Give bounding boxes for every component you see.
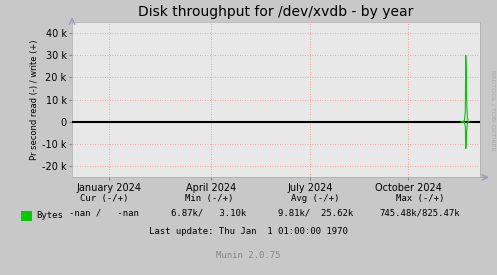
Title: Disk throughput for /dev/xvdb - by year: Disk throughput for /dev/xvdb - by year <box>138 6 414 20</box>
Text: Min (-/+): Min (-/+) <box>184 194 233 203</box>
Y-axis label: Pr second read (-) / write (+): Pr second read (-) / write (+) <box>30 39 39 160</box>
Text: Last update: Thu Jan  1 01:00:00 1970: Last update: Thu Jan 1 01:00:00 1970 <box>149 227 348 236</box>
Text: Munin 2.0.75: Munin 2.0.75 <box>216 251 281 260</box>
Text: Bytes: Bytes <box>36 211 63 220</box>
Text: 6.87k/   3.10k: 6.87k/ 3.10k <box>171 209 247 218</box>
Text: -nan /   -nan: -nan / -nan <box>70 209 139 218</box>
Text: 745.48k/825.47k: 745.48k/825.47k <box>380 209 460 218</box>
Text: Cur (-/+): Cur (-/+) <box>80 194 129 203</box>
Text: 9.81k/  25.62k: 9.81k/ 25.62k <box>278 209 353 218</box>
Text: Max (-/+): Max (-/+) <box>396 194 444 203</box>
Text: Avg (-/+): Avg (-/+) <box>291 194 340 203</box>
Text: RRDTOOL / TOBI OETIKER: RRDTOOL / TOBI OETIKER <box>491 70 496 150</box>
